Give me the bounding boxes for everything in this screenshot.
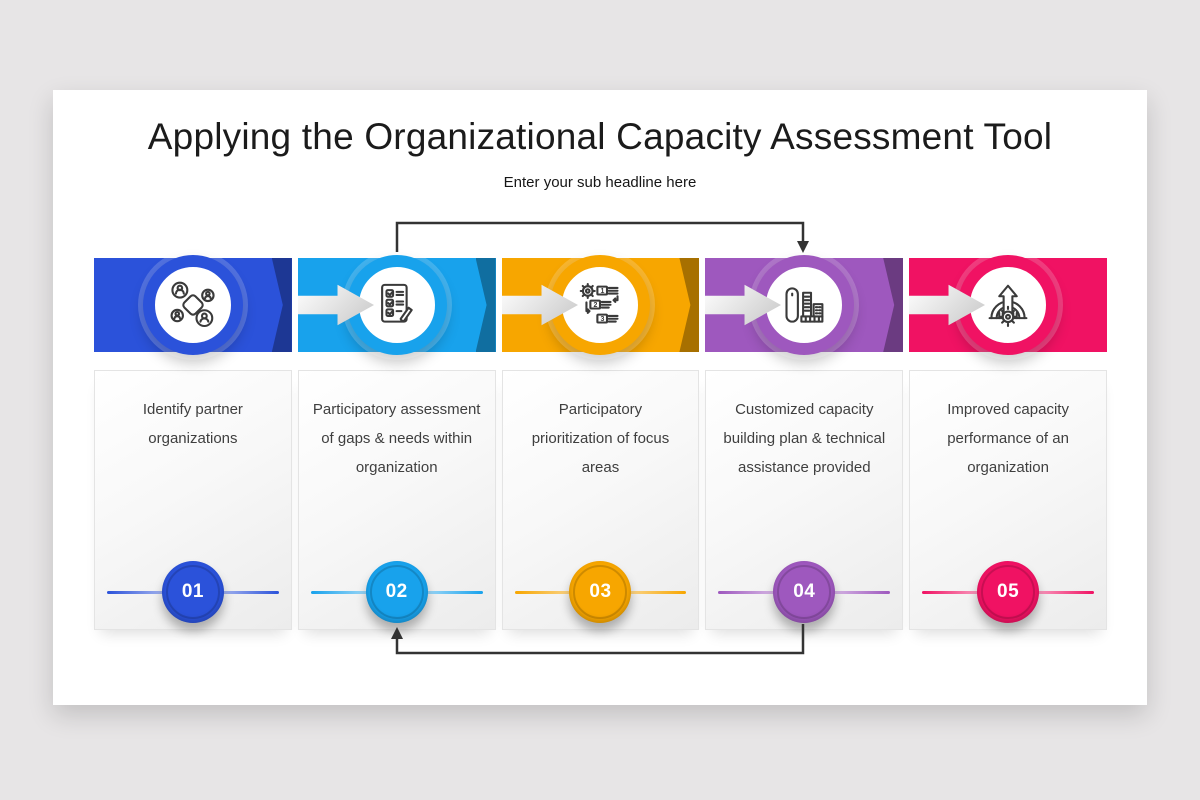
badge-row: 03: [503, 561, 699, 623]
step-banner-1: [94, 255, 292, 355]
step-description: Participatory prioritization of focus ar…: [531, 401, 670, 476]
ribbon-fold: [475, 258, 496, 352]
ribbon-fold: [679, 258, 700, 352]
page-title: Applying the Organizational Capacity Ass…: [147, 116, 1053, 157]
svg-text:2: 2: [594, 302, 598, 309]
sub-headline: Enter your sub headline here: [503, 174, 697, 191]
svg-text:1: 1: [601, 288, 605, 295]
step-number-badge: 01: [161, 561, 224, 623]
checklist-icon: [380, 283, 413, 323]
step-circle-1: [142, 255, 243, 355]
step-number-badge: 02: [365, 561, 428, 623]
blueprint-buildings-icon: [785, 287, 824, 323]
step-description: Improved capacity performance of an orga…: [947, 401, 1069, 476]
step-circle-3: 1 2 3: [550, 255, 651, 355]
feedback-connector-top: [395, 221, 805, 252]
step-card-1: Identify partner organizations 01: [94, 370, 292, 630]
step-banner-2: [297, 255, 496, 355]
process-banner-row: 1 2 3: [94, 255, 1107, 355]
slide-canvas: Applying the Organizational Capacity Ass…: [53, 90, 1147, 705]
step-description: Identify partner organizations: [142, 401, 243, 447]
gauge-growth-icon: [988, 284, 1028, 328]
step-number-badge: 03: [569, 561, 632, 623]
badge-row: 02: [299, 561, 495, 623]
description-cards-row: Identify partner organizations 01 Partic…: [94, 370, 1107, 630]
badge-row: 04: [706, 561, 902, 623]
gear-priority-list-icon: 1 2 3: [580, 282, 620, 324]
arrow-down-icon: [797, 241, 809, 253]
badge-row: 01: [95, 561, 291, 623]
step-number-badge: 04: [773, 561, 836, 623]
step-card-3: Participatory prioritization of focus ar…: [501, 370, 700, 630]
svg-text:3: 3: [601, 316, 605, 323]
step-description: Customized capacity building plan & tech…: [723, 401, 886, 476]
step-card-5: Improved capacity performance of an orga…: [909, 370, 1107, 630]
ribbon-fold: [883, 258, 904, 352]
network-users-icon: [170, 281, 215, 328]
step-number-badge: 05: [977, 561, 1040, 623]
badge-row: 05: [910, 561, 1106, 623]
ribbon-fold: [271, 258, 292, 352]
step-description: Participatory assessment of gaps & needs…: [312, 401, 481, 476]
step-card-2: Participatory assessment of gaps & needs…: [297, 370, 496, 630]
step-card-4: Customized capacity building plan & tech…: [705, 370, 904, 630]
